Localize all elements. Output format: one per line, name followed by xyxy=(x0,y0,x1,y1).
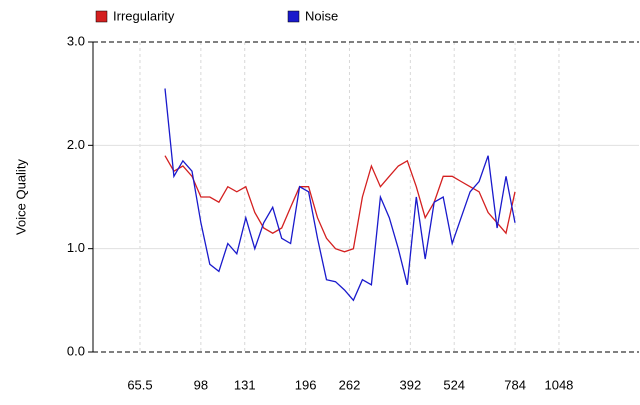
legend-label: Noise xyxy=(305,8,338,23)
x-tick-label: 98 xyxy=(194,377,208,392)
legend-swatch xyxy=(287,10,300,23)
x-tick-label: 1048 xyxy=(544,377,573,392)
x-tick-label: 784 xyxy=(504,377,526,392)
y-tick-label: 3.0 xyxy=(67,33,85,48)
y-axis-label: Voice Quality xyxy=(13,159,28,235)
legend-swatch xyxy=(95,10,108,23)
x-tick-label: 65.5 xyxy=(127,377,152,392)
x-tick-label: 262 xyxy=(339,377,361,392)
legend-label: Irregularity xyxy=(113,8,175,23)
x-tick-label: 392 xyxy=(399,377,421,392)
x-tick-label: 524 xyxy=(443,377,465,392)
x-tick-label: 131 xyxy=(234,377,256,392)
y-tick-label: 2.0 xyxy=(67,137,85,152)
x-tick-label: 196 xyxy=(295,377,317,392)
series-line xyxy=(164,88,516,302)
y-tick-label: 1.0 xyxy=(67,240,85,255)
y-tick-label: 0.0 xyxy=(67,343,85,358)
series-line xyxy=(164,155,516,253)
